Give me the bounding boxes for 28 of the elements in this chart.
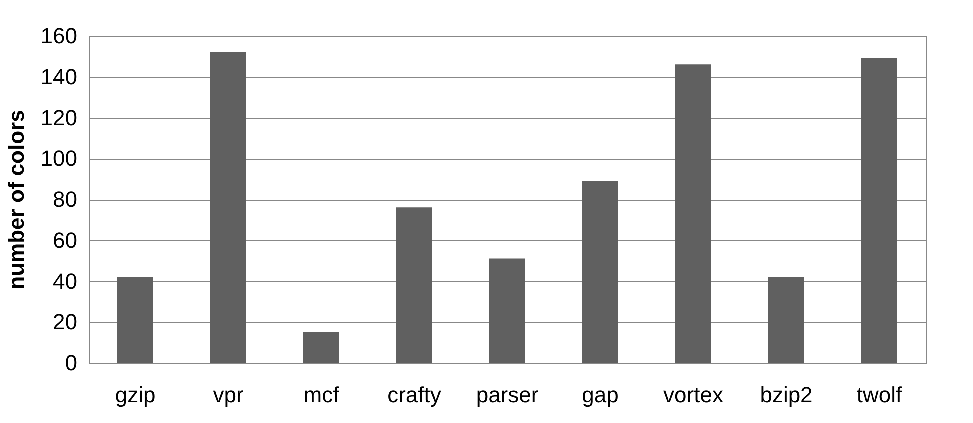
- bar: [304, 332, 340, 363]
- y-axis-title: number of colors: [4, 110, 29, 290]
- y-tick-label: 140: [40, 64, 78, 90]
- bar: [768, 277, 804, 363]
- y-tick-label: 160: [40, 24, 78, 48]
- bar: [862, 58, 898, 363]
- x-tick-label: twolf: [856, 382, 903, 408]
- y-tick-label: 100: [40, 146, 78, 172]
- x-tick-label: gzip: [115, 382, 156, 408]
- y-tick-label: 120: [40, 105, 78, 130]
- bar: [210, 52, 246, 363]
- x-tick-label: vpr: [213, 382, 244, 408]
- bar: [676, 64, 712, 363]
- y-tick-label: 40: [53, 268, 78, 294]
- x-tick-label: parser: [476, 382, 539, 408]
- x-tick-label: bzip2: [760, 382, 813, 408]
- y-tick-label: 80: [53, 187, 78, 212]
- bar: [118, 277, 154, 363]
- x-tick-label: vortex: [664, 382, 724, 408]
- bar: [582, 181, 618, 363]
- y-tick-label: 60: [53, 228, 78, 253]
- y-tick-label: 20: [53, 310, 78, 335]
- bar: [490, 258, 526, 363]
- x-tick-label: crafty: [388, 382, 442, 408]
- y-tick-label: 0: [65, 350, 78, 376]
- bar: [396, 208, 432, 363]
- x-tick-label: gap: [582, 382, 619, 408]
- x-tick-label: mcf: [304, 382, 340, 408]
